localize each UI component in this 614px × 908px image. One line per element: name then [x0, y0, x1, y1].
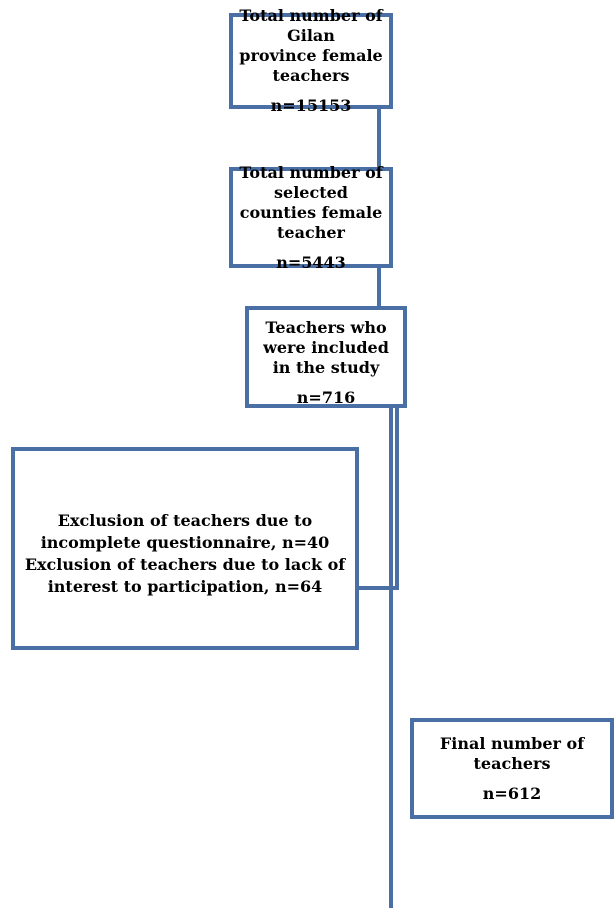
node-total-line-2: province female teachers	[239, 46, 383, 85]
node-final-count: n=612	[482, 783, 542, 803]
node-final-teachers: Final number of teachers n=612	[410, 718, 614, 819]
node-included-line-1: Teachers who were included	[263, 318, 389, 357]
node-exclusion-line-1: Exclusion of teachers due to	[57, 510, 313, 530]
node-exclusion-line-2: incomplete questionnaire, n=40	[40, 532, 330, 552]
node-included-count: n=716	[296, 388, 356, 407]
node-selected-line-1: Total number of selected	[239, 162, 383, 202]
node-total-line-1: Total number of Gilan	[239, 6, 383, 45]
node-selected-counties: Total number of selected counties female…	[229, 163, 393, 272]
node-included-line-2: in the study	[272, 358, 380, 377]
node-exclusion: Exclusion of teachers due to incomplete …	[11, 447, 359, 650]
node-exclusion-line-4: interest to participation, n=64	[47, 576, 323, 596]
node-final-line-1: Final number of	[439, 733, 585, 753]
node-selected-count: n=5443	[276, 252, 346, 272]
node-included-teachers: Teachers who were included in the study …	[245, 306, 407, 408]
node-total-teachers: Total number of Gilan province female te…	[229, 6, 393, 115]
node-selected-line-2: counties female teacher	[239, 202, 383, 242]
node-final-line-2: teachers	[473, 753, 551, 773]
node-total-count: n=15153	[270, 96, 352, 115]
node-exclusion-line-3: Exclusion of teachers due to lack of	[24, 554, 346, 574]
